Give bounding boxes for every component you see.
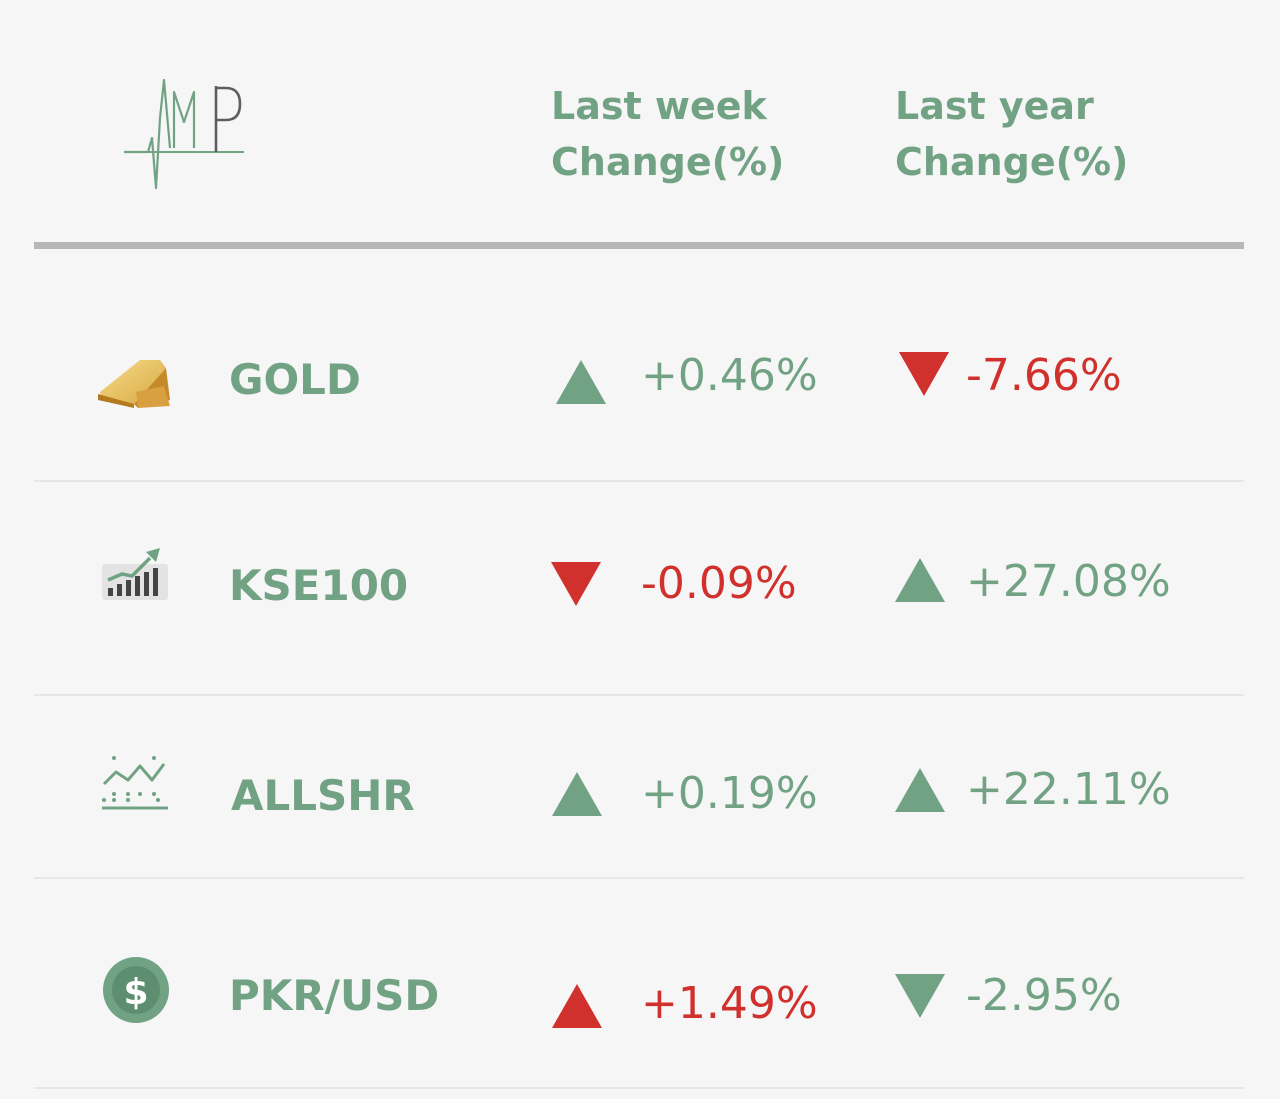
line-chart-icon	[102, 756, 168, 810]
row-label-pkr-usd: PKR/USD	[229, 971, 440, 1020]
amp-logo	[124, 78, 244, 190]
triangle-up-icon	[552, 772, 602, 816]
table-row-pkr-usd: $ PKR/USD +1.49% -2.95%	[0, 957, 1280, 1080]
triangle-up-icon	[556, 360, 606, 404]
row-divider	[34, 480, 1244, 482]
stock-growth-chart-icon	[102, 548, 168, 600]
triangle-down-icon	[551, 562, 601, 606]
triangle-down-icon	[899, 352, 949, 396]
triangle-down-icon	[895, 974, 945, 1018]
week-change-kse100: -0.09%	[641, 558, 797, 609]
year-change-kse100: +27.08%	[966, 556, 1171, 607]
week-change-gold: +0.46%	[641, 350, 818, 401]
triangle-up-icon	[552, 984, 602, 1028]
year-change-gold: -7.66%	[966, 350, 1122, 401]
last-year-header: Last year Change(%)	[895, 78, 1128, 190]
row-label-gold: GOLD	[229, 355, 361, 404]
week-change-pkr-usd: +1.49%	[641, 978, 818, 1029]
table-row-kse100: KSE100 -0.09% +27.08%	[0, 548, 1280, 670]
table-row-allshr: ALLSHR +0.19% +22.11%	[0, 756, 1280, 880]
last-week-header: Last week Change(%)	[551, 78, 784, 190]
last-year-header-line1: Last year	[895, 84, 1094, 128]
year-change-allshr: +22.11%	[966, 764, 1171, 815]
triangle-up-icon	[895, 558, 945, 602]
row-label-allshr: ALLSHR	[231, 771, 415, 820]
week-change-allshr: +0.19%	[641, 768, 818, 819]
row-divider	[34, 1087, 1244, 1089]
dollar-coin-icon: $	[103, 957, 169, 1023]
svg-text:$: $	[123, 972, 148, 1013]
year-change-pkr-usd: -2.95%	[966, 970, 1122, 1021]
gold-bar-icon	[98, 360, 170, 408]
row-divider	[34, 877, 1244, 879]
row-label-kse100: KSE100	[229, 561, 409, 610]
triangle-up-icon	[895, 768, 945, 812]
row-divider	[34, 694, 1244, 696]
last-year-header-line2: Change(%)	[895, 140, 1129, 184]
last-week-header-line2: Change(%)	[551, 140, 785, 184]
table-row-gold: GOLD +0.46% -7.66%	[0, 344, 1280, 464]
header-divider	[34, 242, 1244, 249]
last-week-header-line1: Last week	[551, 84, 767, 128]
